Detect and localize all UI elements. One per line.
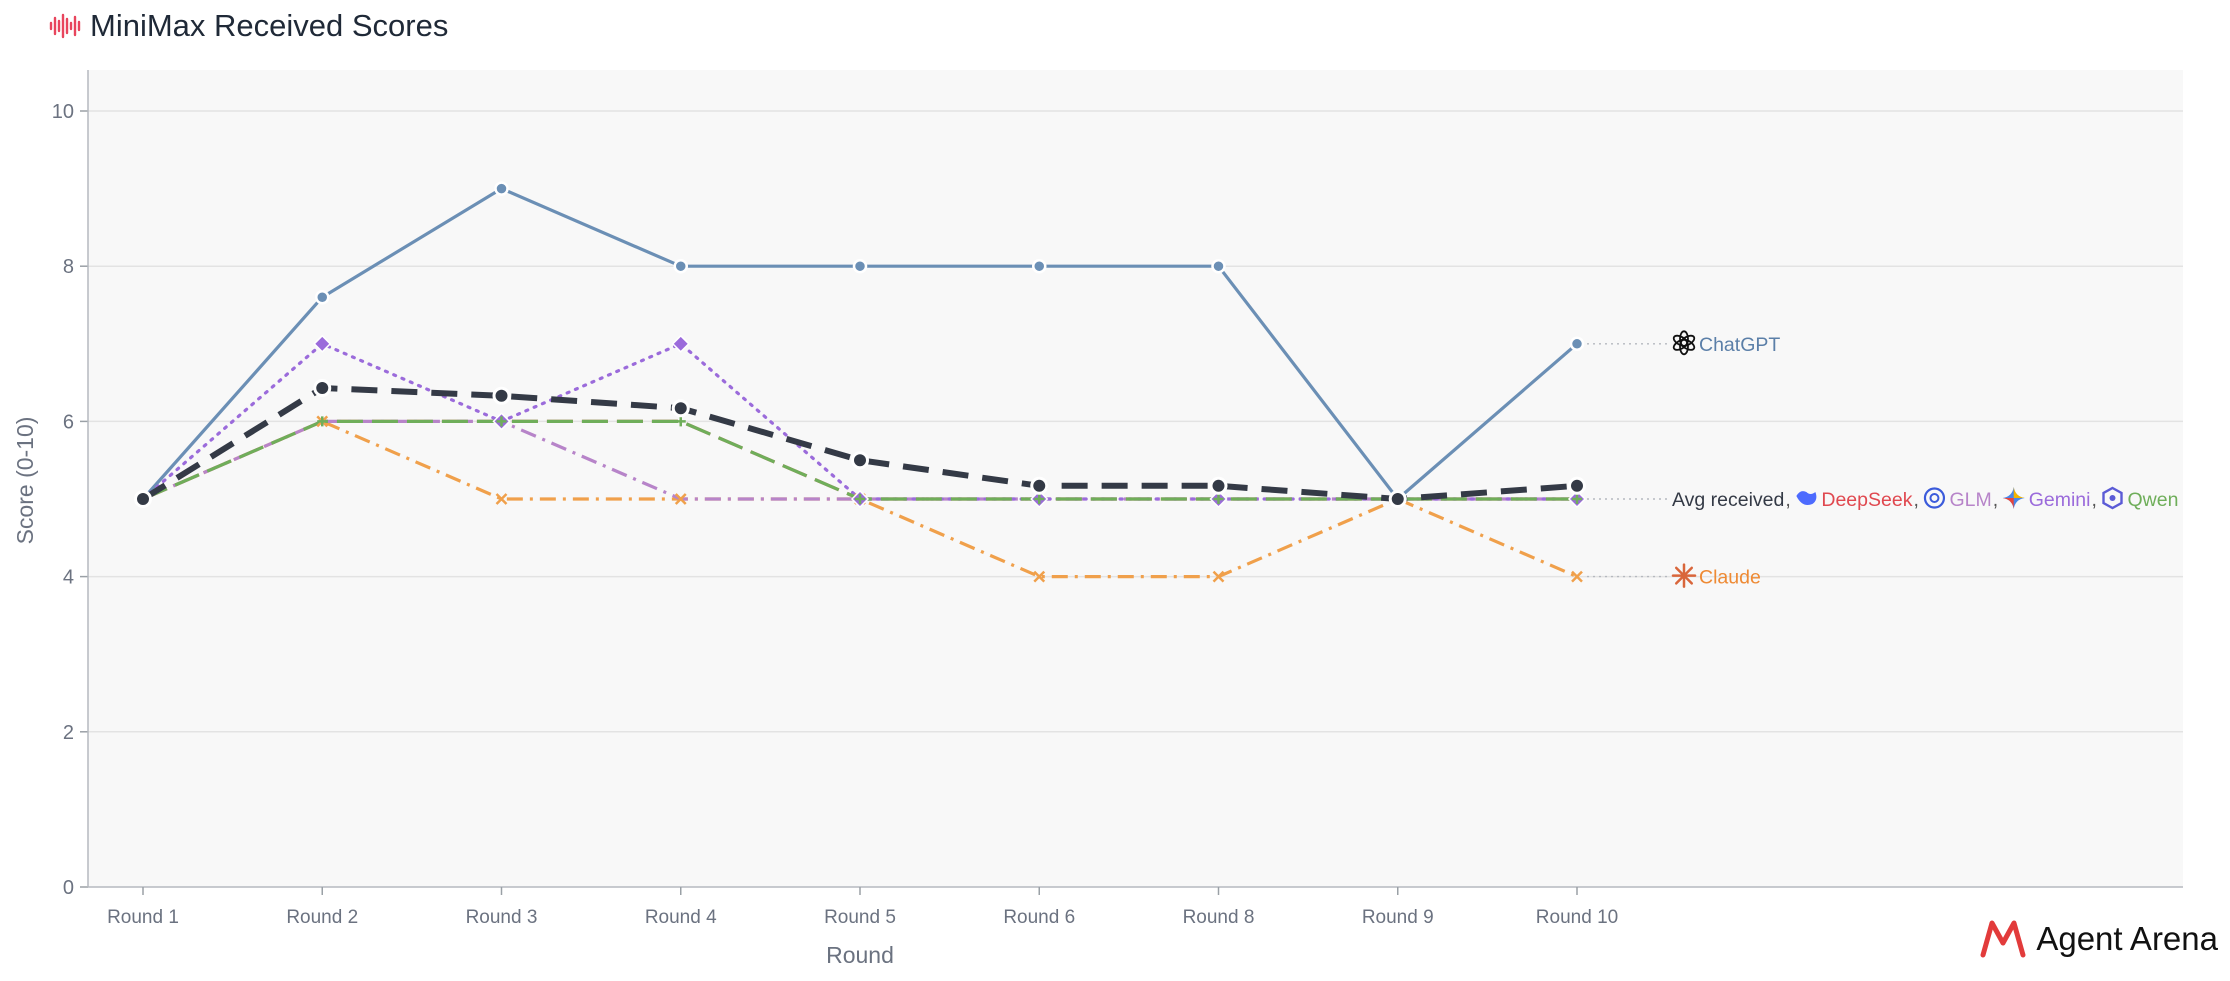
series-label-deepseek: DeepSeek bbox=[1821, 489, 1912, 511]
x-tick-label: Round 8 bbox=[1183, 907, 1255, 928]
plot-area bbox=[88, 70, 2183, 887]
claude-icon bbox=[1671, 563, 1697, 588]
data-point-avg-received bbox=[492, 386, 511, 405]
y-tick-label: 10 bbox=[52, 101, 74, 123]
x-tick-label: Round 6 bbox=[1003, 907, 1075, 928]
qwen-icon bbox=[2102, 486, 2123, 510]
y-tick-label: 2 bbox=[63, 722, 74, 744]
data-point-claude bbox=[495, 493, 508, 505]
data-point-avg-received bbox=[851, 451, 869, 470]
data-point-claude bbox=[1571, 570, 1583, 583]
x-tick-label: Round 9 bbox=[1362, 907, 1434, 928]
data-point-avg-received bbox=[313, 379, 332, 398]
data-point-qwen bbox=[675, 416, 686, 427]
y-axis-label: Score (0-10) bbox=[12, 417, 38, 545]
data-point-claude bbox=[674, 493, 687, 505]
deepseek-icon bbox=[1796, 491, 1817, 505]
x-tick-label: Round 2 bbox=[286, 907, 358, 928]
brand-name: Agent Arena bbox=[2036, 920, 2218, 957]
data-point-avg-received bbox=[1568, 476, 1586, 495]
series-label-chatgpt: ChatGPT bbox=[1699, 334, 1780, 356]
data-point-gemini bbox=[313, 334, 332, 353]
data-point-qwen bbox=[1034, 494, 1045, 504]
data-point-avg-received bbox=[1388, 490, 1407, 508]
data-point-qwen bbox=[496, 416, 507, 427]
data-point-avg-received bbox=[1209, 476, 1228, 495]
data-point-chatgpt bbox=[1032, 258, 1047, 274]
label-separator: , bbox=[2092, 489, 2097, 511]
data-point-chatgpt bbox=[1211, 258, 1226, 274]
y-tick-label: 6 bbox=[63, 411, 74, 433]
y-tick-label: 4 bbox=[63, 567, 74, 589]
y-tick-label: 8 bbox=[63, 256, 74, 278]
data-point-qwen bbox=[317, 416, 328, 427]
x-axis-label: Round bbox=[826, 942, 894, 968]
data-point-qwen bbox=[855, 494, 865, 504]
x-tick-label: Round 1 bbox=[107, 907, 179, 928]
data-point-qwen bbox=[1213, 494, 1224, 504]
data-point-chatgpt bbox=[673, 258, 688, 274]
chart-title: MiniMax Received Scores bbox=[90, 8, 449, 43]
minimax-logo-icon bbox=[49, 13, 81, 39]
brand-footer: Agent Arena bbox=[1980, 919, 2218, 959]
data-point-chatgpt bbox=[1569, 336, 1585, 352]
x-tick-label: Round 4 bbox=[645, 907, 717, 928]
data-point-chatgpt bbox=[315, 289, 330, 305]
data-point-avg-received bbox=[134, 490, 152, 508]
openai-icon bbox=[1672, 330, 1696, 356]
x-tick-label: Round 5 bbox=[824, 907, 896, 928]
series-label-glm: GLM bbox=[1949, 489, 1991, 511]
agent-arena-logo-icon bbox=[1980, 920, 2026, 958]
chart-title-row: MiniMax Received Scores bbox=[48, 8, 448, 44]
data-point-chatgpt bbox=[852, 258, 868, 274]
data-point-claude bbox=[1033, 570, 1046, 583]
series-label-claude: Claude bbox=[1699, 567, 1761, 589]
data-point-qwen bbox=[1572, 494, 1582, 504]
label-separator: , bbox=[1785, 489, 1790, 511]
label-separator: , bbox=[1993, 489, 1998, 511]
gemini-icon bbox=[2002, 487, 2025, 509]
y-tick-label: 0 bbox=[63, 877, 74, 899]
glm-icon bbox=[1923, 487, 1946, 509]
label-separator: , bbox=[1913, 489, 1918, 511]
x-tick-label: Round 3 bbox=[466, 907, 538, 928]
data-point-gemini bbox=[671, 334, 690, 353]
data-point-avg-received bbox=[671, 399, 690, 418]
data-point-chatgpt bbox=[494, 181, 509, 196]
series-label-gemini: Gemini bbox=[2029, 489, 2091, 511]
data-point-avg-received bbox=[1030, 476, 1049, 495]
x-tick-label: Round 10 bbox=[1536, 907, 1618, 928]
series-label-qwen: Qwen bbox=[2128, 489, 2179, 511]
data-point-claude bbox=[1212, 570, 1225, 583]
series-label-avg-received: Avg received bbox=[1672, 489, 1784, 511]
